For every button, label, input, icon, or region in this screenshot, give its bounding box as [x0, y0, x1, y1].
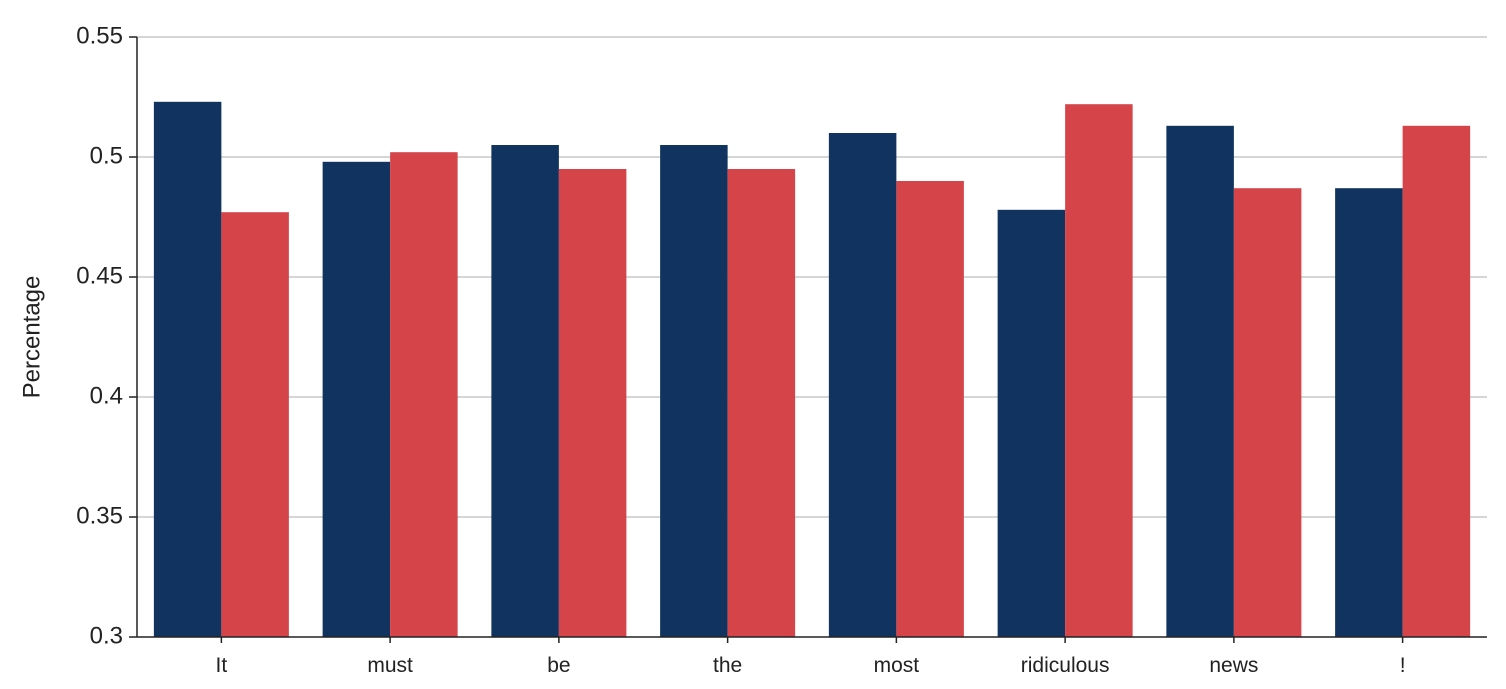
x-tick-labels: It must be the most ridiculous news!: [216, 637, 1406, 677]
bar-series-1-1: [322, 161, 391, 638]
x-tick-label: be: [547, 654, 570, 677]
x-tick-label: the: [713, 654, 742, 677]
bar-series-2-3: [727, 169, 796, 637]
bar-series-1-3: [660, 145, 728, 637]
y-axis-title: Percentage: [18, 276, 45, 399]
x-tick-label: most: [874, 654, 920, 677]
x-tick-label: news: [1209, 654, 1258, 677]
bar-series-2-5: [1065, 104, 1133, 637]
axes: [136, 37, 1487, 638]
bar-series-2-0: [221, 212, 289, 637]
bar-series-2-1: [390, 152, 458, 637]
x-tick-label: It: [216, 654, 228, 677]
x-tick-label: !: [1400, 654, 1406, 677]
bar-series-1-2: [491, 145, 559, 637]
bar-series-2-6: [1233, 188, 1302, 637]
bar-series-1-6: [1166, 125, 1234, 638]
bar-series-2-7: [1402, 125, 1471, 638]
y-tick-labels: 0.3 0.35 0.4 0.45 0.5 0.55: [76, 22, 137, 649]
bar-series-2-4: [896, 181, 964, 637]
y-tick-label: 0.55: [76, 22, 123, 49]
y-tick-label: 0.3: [90, 622, 123, 649]
bars: [153, 101, 1471, 638]
y-tick-label: 0.4: [90, 382, 123, 409]
x-tick-label: ridiculous: [1021, 654, 1110, 677]
bar-series-1-0: [153, 101, 222, 638]
bar-series-1-7: [1335, 188, 1403, 637]
y-tick-label: 0.45: [76, 262, 123, 289]
y-tick-label: 0.5: [90, 142, 123, 169]
bar-series-1-4: [828, 133, 897, 637]
bar-series-1-5: [997, 209, 1066, 638]
y-tick-label: 0.35: [76, 502, 123, 529]
x-tick-label: must: [367, 654, 413, 677]
bar-series-2-2: [558, 169, 627, 637]
